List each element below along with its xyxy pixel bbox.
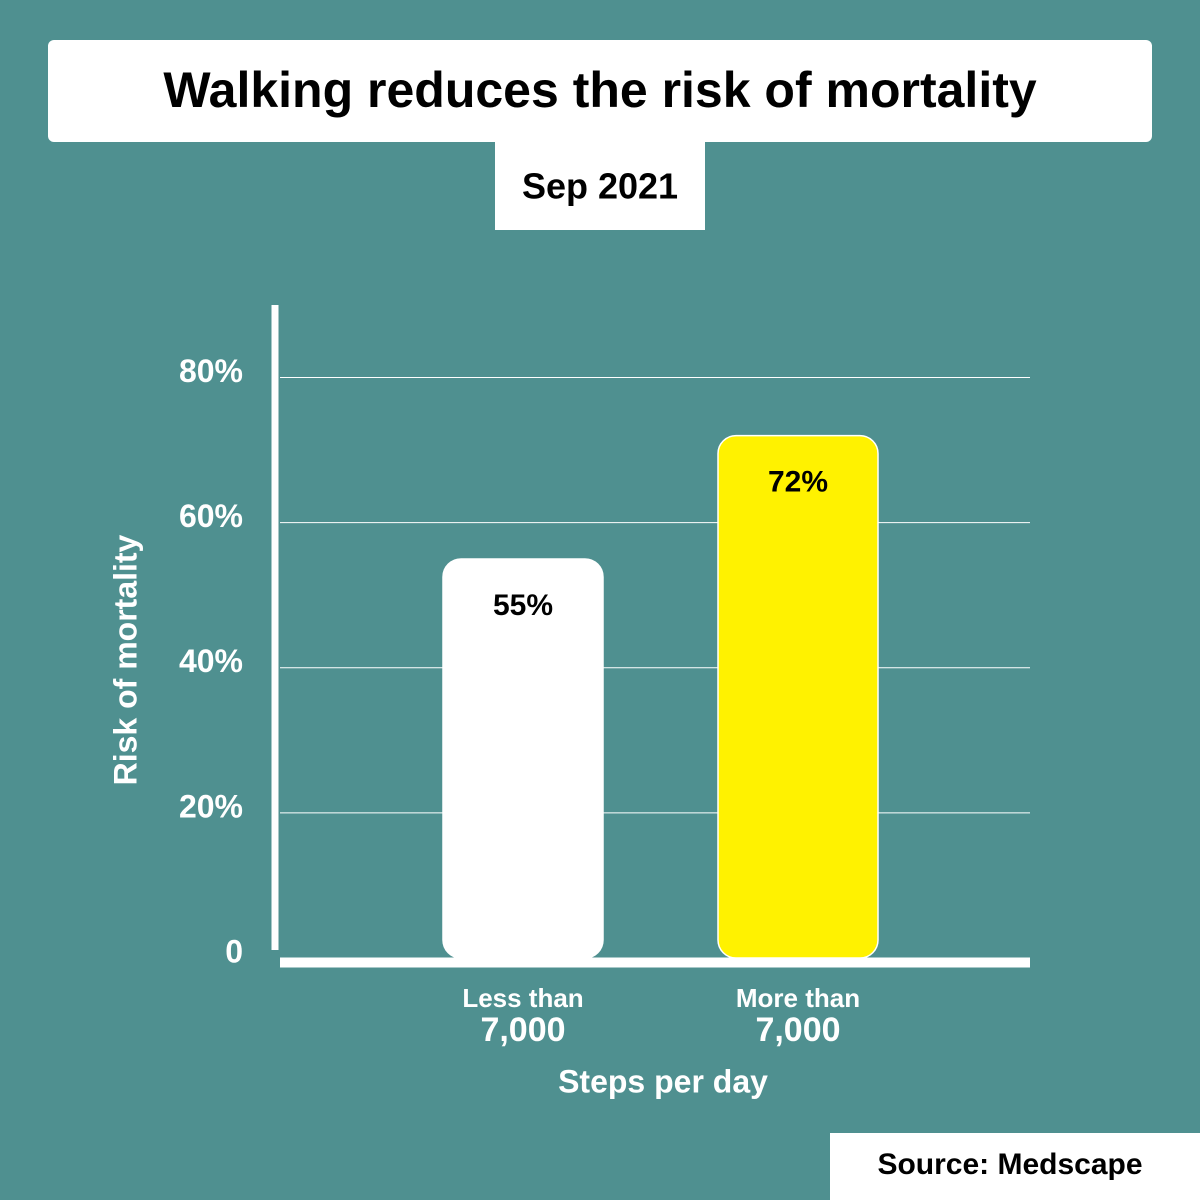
y-tick-label: 20%	[179, 788, 243, 824]
bar	[442, 558, 604, 959]
value-label: 55%	[493, 589, 553, 622]
chart-title: Walking reduces the risk of mortality	[163, 62, 1037, 118]
value-label: 72%	[768, 466, 828, 499]
source: Source: Medscape	[877, 1148, 1142, 1181]
chart-subtitle: Sep 2021	[522, 166, 678, 207]
x-tick-label: Less than 7,000	[462, 983, 583, 1049]
source-box	[830, 1133, 1200, 1200]
title-box	[48, 40, 1152, 142]
x-axis-label: Steps per day	[558, 1063, 768, 1099]
y-tick-label: 40%	[179, 643, 243, 679]
x-tick-label: More than 7,000	[736, 983, 860, 1049]
y-axis-label: Risk of mortality	[107, 534, 143, 785]
y-tick-label: 80%	[179, 353, 243, 389]
y-tick-label: 0	[225, 933, 243, 969]
subtitle-box	[495, 138, 705, 230]
bar	[717, 434, 879, 959]
y-tick-label: 60%	[179, 498, 243, 534]
